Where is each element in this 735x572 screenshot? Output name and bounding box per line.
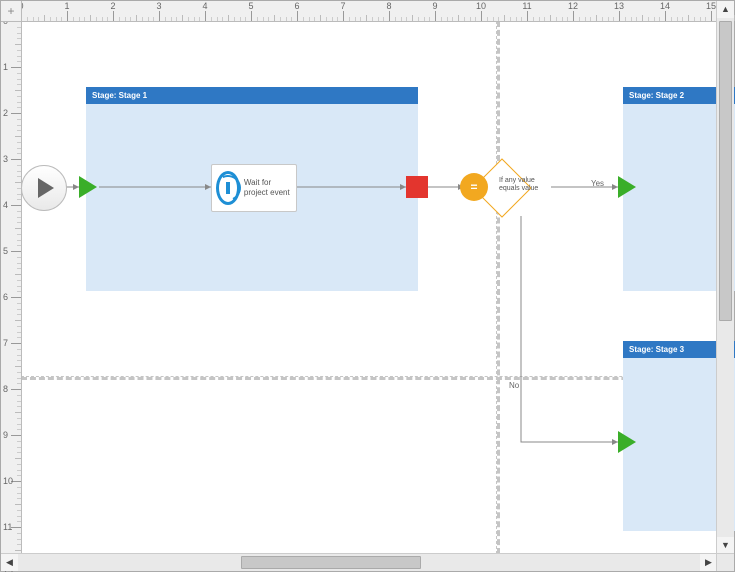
horizontal-scrollbar[interactable]: ◀ ▶ — [1, 553, 717, 571]
equals-icon: = — [460, 173, 488, 201]
ruler-origin-corner[interactable]: + — [1, 1, 22, 22]
stage1-entry-triangle[interactable] — [79, 176, 97, 198]
scroll-up-button[interactable]: ▲ — [717, 1, 734, 18]
scrollbar-corner — [716, 553, 734, 571]
stage-header: Stage: Stage 1 — [86, 87, 418, 104]
horizontal-scroll-thumb[interactable] — [241, 556, 421, 569]
vertical-scroll-thumb[interactable] — [719, 21, 732, 321]
stage3-entry-triangle[interactable] — [618, 431, 636, 453]
wait-activity[interactable]: Wait for project event — [211, 164, 297, 212]
scroll-right-button[interactable]: ▶ — [700, 554, 717, 571]
edge-label-yes: Yes — [591, 179, 604, 188]
stage-terminator[interactable] — [406, 176, 428, 198]
ruler-horizontal[interactable]: 012345678910111213141516 — [21, 1, 717, 22]
play-icon — [21, 165, 67, 211]
page-guide-vertical — [496, 21, 500, 554]
scroll-left-button[interactable]: ◀ — [1, 554, 18, 571]
wait-activity-label: Wait for project event — [240, 178, 296, 197]
page-guide-horizontal — [21, 376, 717, 380]
triangle-icon — [618, 176, 636, 198]
decision-label: If any value equals value — [499, 177, 539, 193]
vertical-scrollbar[interactable]: ▲ ▼ — [716, 1, 734, 554]
triangle-icon — [79, 176, 97, 198]
stage2-entry-triangle[interactable] — [618, 176, 636, 198]
design-canvas[interactable]: Stage: Stage 1Stage: Stage 2Stage: Stage… — [21, 21, 717, 554]
workflow-canvas-frame: + 012345678910111213141516 0123456789101… — [0, 0, 735, 572]
pause-loop-icon — [216, 171, 240, 205]
scroll-down-button[interactable]: ▼ — [717, 537, 734, 554]
ruler-vertical[interactable]: 0123456789101112 — [1, 21, 22, 554]
edge-label-no: No — [509, 381, 519, 390]
stop-icon — [406, 176, 428, 198]
decision-node[interactable]: = If any value equals value — [451, 159, 551, 215]
start-node[interactable] — [21, 165, 67, 211]
triangle-icon — [618, 431, 636, 453]
